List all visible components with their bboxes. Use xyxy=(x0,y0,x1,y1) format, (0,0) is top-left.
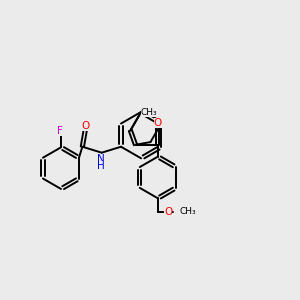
Text: CH₃: CH₃ xyxy=(180,207,196,216)
Text: N: N xyxy=(97,154,105,164)
Text: F: F xyxy=(57,126,63,136)
Text: H: H xyxy=(97,161,105,171)
Text: O: O xyxy=(154,118,162,128)
Text: CH₃: CH₃ xyxy=(141,108,158,117)
Text: O: O xyxy=(164,207,172,217)
Text: O: O xyxy=(81,121,89,130)
